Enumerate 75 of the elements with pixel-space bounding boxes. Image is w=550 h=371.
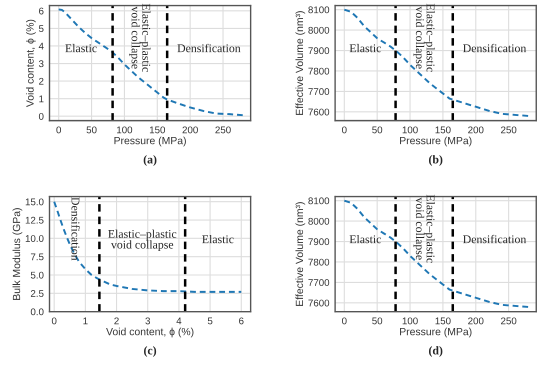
- x-tick-label: 150: [436, 317, 451, 324]
- y-tick-label: 15.0: [26, 198, 44, 206]
- x-tick-label: 50: [86, 126, 97, 134]
- annotation: Elastic: [350, 234, 382, 244]
- annotation: Densification: [463, 44, 526, 52]
- annotation: Densification: [177, 44, 241, 52]
- x-axis-title: Pressure (MPa): [114, 136, 186, 146]
- text: (c): [144, 346, 156, 357]
- x-tick-label: 150: [150, 126, 166, 134]
- x-tick-label: 200: [182, 126, 198, 134]
- y-tick-label: 1: [39, 96, 44, 102]
- y-tick-label: 2.5: [30, 290, 44, 297]
- x-tick-label: 150: [436, 126, 451, 134]
- x-tick-label: 50: [372, 126, 382, 134]
- y-tick-label: 7600: [308, 108, 330, 116]
- y-tick-label: 6: [39, 8, 44, 14]
- y-tick-label: 8100: [308, 197, 330, 204]
- annotation: Densification: [71, 197, 80, 260]
- y-tick-label: 8000: [308, 218, 330, 225]
- x-tick-label: 100: [117, 126, 132, 134]
- x-tick-label: 200: [468, 317, 484, 324]
- annotation: Elastic: [65, 44, 97, 52]
- y-tick-label: 7800: [308, 68, 330, 75]
- y-tick-label: 7900: [308, 238, 330, 246]
- y-axis-title: Effective Volume (nm³): [295, 11, 306, 115]
- x-tick-label: 0: [52, 317, 56, 324]
- y-tick-label: 8000: [308, 26, 330, 34]
- x-tick-label: 0: [56, 126, 62, 134]
- y-tick-label: 4: [38, 42, 44, 50]
- x-tick-label: 6: [239, 317, 244, 324]
- y-tick-label: 5: [38, 25, 44, 32]
- y-axis-title: Void content, ϕ (%): [26, 20, 36, 108]
- y-tick-label: 12.5: [26, 216, 44, 224]
- text: (b): [428, 155, 442, 166]
- x-tick-label: 100: [402, 126, 418, 134]
- x-tick-label: 0: [342, 317, 347, 324]
- x-tick-label: 250: [501, 126, 516, 134]
- y-tick-label: 10.0: [26, 235, 44, 242]
- y-tick-label: 8100: [308, 6, 330, 14]
- annotation: Elastic–plastic void collapse: [413, 194, 435, 263]
- y-tick-label: 5.0: [30, 272, 44, 279]
- y-tick-label: 7.5: [30, 254, 44, 260]
- y-axis-title: Effective Volume (nm³): [295, 202, 306, 306]
- annotation: Elastic–plastic void collapse: [129, 4, 151, 72]
- x-tick-label: 200: [468, 126, 484, 134]
- x-tick-label: 2: [114, 317, 119, 324]
- text: (d): [428, 346, 442, 357]
- x-tick-label: 3: [145, 317, 150, 324]
- annotation: Elastic: [350, 44, 382, 52]
- x-tick-label: 250: [215, 126, 231, 134]
- x-tick-label: 250: [501, 317, 516, 324]
- x-tick-label: 0: [342, 126, 347, 134]
- y-tick-label: 2: [39, 78, 44, 85]
- x-axis-title: Pressure (MPa): [400, 328, 472, 338]
- x-tick-label: 1: [83, 318, 88, 324]
- y-tick-label: 7600: [308, 300, 330, 306]
- y-tick-label: 7900: [308, 47, 330, 54]
- text: (a): [144, 155, 156, 166]
- y-tick-label: 3: [38, 60, 44, 68]
- annotation: Densification: [463, 234, 526, 244]
- y-tick-label: 0.0: [30, 308, 44, 316]
- annotation: Elastic–plastic void collapse: [108, 230, 176, 252]
- x-axis-title: Pressure (MPa): [400, 136, 472, 146]
- y-tick-label: 7700: [308, 88, 330, 96]
- x-axis-title: Void content, ϕ (%): [106, 328, 194, 338]
- y-tick-label: 0: [38, 112, 44, 120]
- y-tick-label: 7800: [308, 258, 330, 266]
- x-tick-label: 100: [402, 317, 418, 324]
- x-tick-label: 5: [208, 318, 212, 324]
- y-tick-label: 7700: [308, 279, 330, 286]
- x-tick-label: 4: [176, 318, 182, 324]
- x-tick-label: 50: [372, 317, 382, 324]
- annotation: Elastic: [202, 234, 234, 244]
- y-axis-title: Bulk Modulus (GPa): [12, 208, 22, 300]
- annotation: Elastic–plastic void collapse: [413, 4, 435, 72]
